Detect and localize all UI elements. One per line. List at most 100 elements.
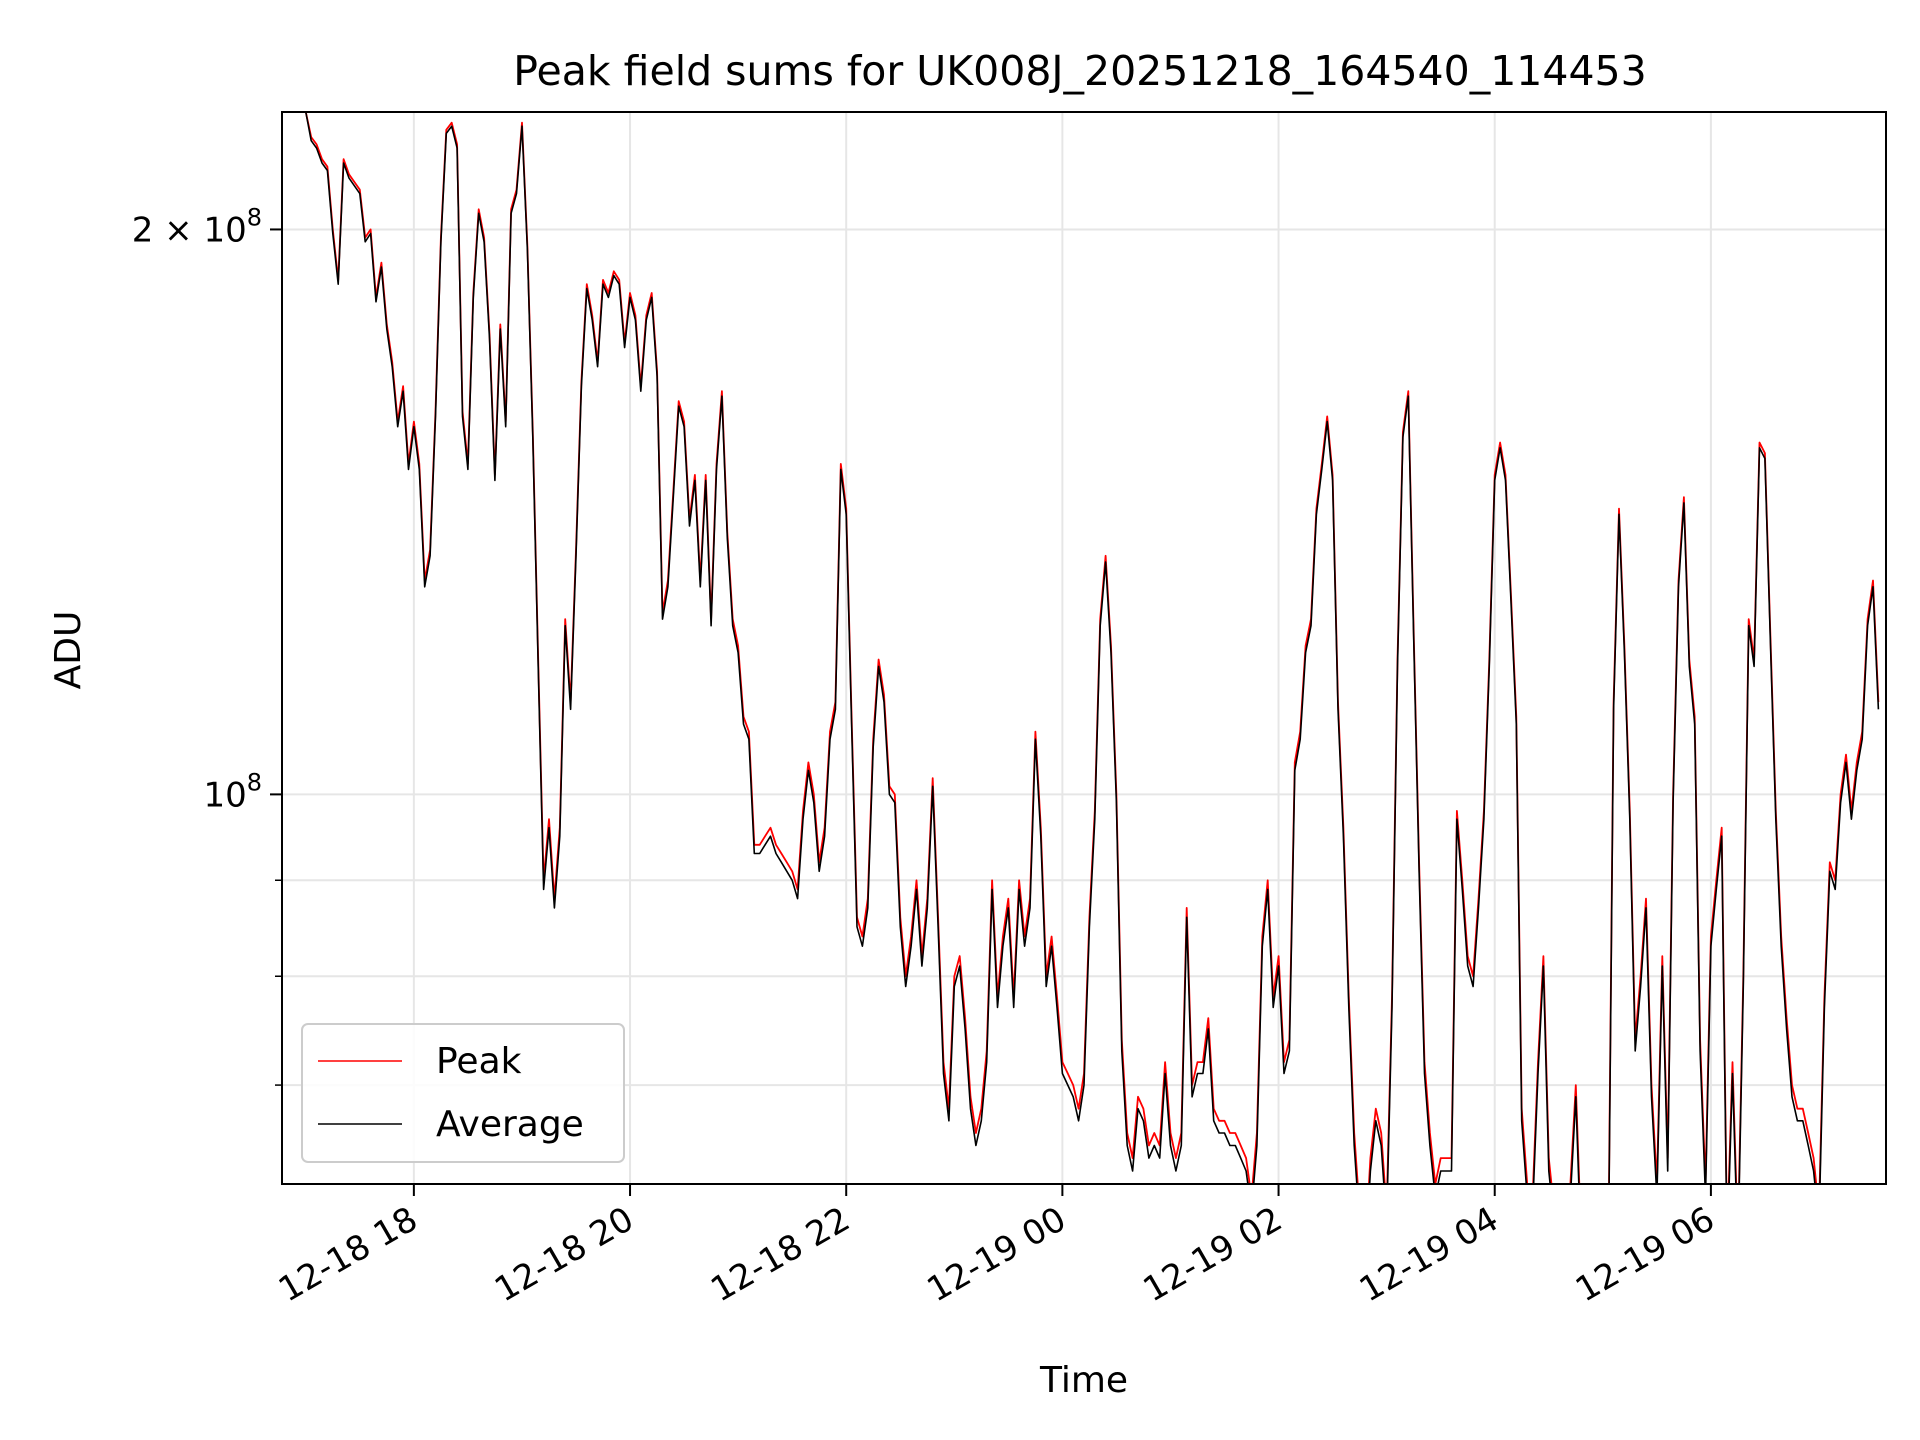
data-point-average-207 <box>1418 871 1420 873</box>
data-point-peak-59 <box>618 279 620 281</box>
data-point-average-250 <box>1651 1096 1653 1098</box>
data-point-average-290 <box>1867 625 1869 627</box>
data-point-average-108 <box>883 701 885 703</box>
data-point-average-169 <box>1213 1120 1215 1122</box>
data-point-average-52 <box>581 385 583 387</box>
data-point-average-226 <box>1521 1120 1523 1122</box>
data-point-average-106 <box>872 746 874 748</box>
data-point-average-14 <box>375 301 377 303</box>
data-point-average-164 <box>1186 917 1188 919</box>
data-point-peak-10 <box>354 181 356 183</box>
data-point-average-110 <box>894 802 896 804</box>
data-point-peak-19 <box>402 385 404 387</box>
data-point-average-153 <box>1126 1145 1128 1147</box>
data-point-average-57 <box>608 297 610 299</box>
data-point-peak-271 <box>1764 452 1766 454</box>
data-point-average-9 <box>348 177 350 179</box>
data-point-average-192 <box>1337 709 1339 711</box>
data-point-average-111 <box>900 926 902 928</box>
data-point-average-87 <box>770 835 772 837</box>
data-point-peak-11 <box>359 189 361 191</box>
data-point-average-209 <box>1429 1145 1431 1147</box>
data-point-average-75 <box>705 480 707 482</box>
data-point-peak-139 <box>1051 936 1053 938</box>
data-point-average-165 <box>1191 1096 1193 1098</box>
data-point-average-123 <box>964 1028 966 1030</box>
data-point-peak-181 <box>1278 955 1280 957</box>
data-point-average-184 <box>1294 770 1296 772</box>
data-point-peak-75 <box>705 474 707 476</box>
data-point-average-134 <box>1024 945 1026 947</box>
data-point-average-114 <box>916 889 918 891</box>
data-point-average-159 <box>1159 1157 1161 1159</box>
data-point-average-289 <box>1861 738 1863 740</box>
data-point-average-56 <box>602 283 604 285</box>
data-point-average-291 <box>1872 586 1874 588</box>
data-point-average-50 <box>570 709 572 711</box>
data-point-peak-162 <box>1175 1157 1177 1159</box>
data-point-peak-122 <box>959 955 961 957</box>
data-point-average-189 <box>1321 469 1323 471</box>
y-tick-label-0: 108 <box>203 768 262 815</box>
data-point-average-77 <box>716 469 718 471</box>
data-point-average-161 <box>1170 1145 1172 1147</box>
data-point-average-98 <box>829 738 831 740</box>
data-point-average-90 <box>786 871 788 873</box>
data-point-average-10 <box>354 185 356 187</box>
data-point-peak-214 <box>1456 810 1458 812</box>
data-point-average-220 <box>1489 666 1491 668</box>
data-point-average-148 <box>1099 625 1101 627</box>
data-point-average-152 <box>1121 1050 1123 1052</box>
data-point-average-149 <box>1105 561 1107 563</box>
data-point-average-113 <box>910 945 912 947</box>
data-point-average-217 <box>1472 986 1474 988</box>
data-point-peak-114 <box>916 880 918 882</box>
data-point-peak-94 <box>808 762 810 764</box>
data-point-average-223 <box>1505 480 1507 482</box>
data-point-average-104 <box>862 945 864 947</box>
data-point-peak-265 <box>1732 1061 1734 1063</box>
data-point-peak-280 <box>1813 1157 1815 1159</box>
data-point-average-55 <box>597 366 599 368</box>
data-point-average-231 <box>1548 1170 1550 1172</box>
data-point-peak-70 <box>678 400 680 402</box>
data-point-average-144 <box>1078 1120 1080 1122</box>
data-point-peak-222 <box>1499 442 1501 444</box>
data-point-average-286 <box>1845 762 1847 764</box>
data-point-average-288 <box>1856 770 1858 772</box>
data-point-average-45 <box>543 889 545 891</box>
data-point-average-132 <box>1013 1007 1015 1009</box>
data-point-average-265 <box>1732 1073 1734 1075</box>
data-point-average-249 <box>1645 907 1647 909</box>
data-point-peak-46 <box>548 818 550 820</box>
data-point-average-19 <box>402 390 404 392</box>
data-point-peak-244 <box>1618 508 1620 510</box>
data-point-peak-156 <box>1143 1108 1145 1110</box>
data-point-average-182 <box>1283 1073 1285 1075</box>
data-point-average-198 <box>1370 1170 1372 1172</box>
data-point-average-97 <box>824 835 826 837</box>
data-point-average-76 <box>710 625 712 627</box>
data-point-peak-91 <box>791 871 793 873</box>
data-point-average-257 <box>1689 666 1691 668</box>
series-layer <box>295 112 1880 1184</box>
data-point-average-60 <box>624 347 626 349</box>
data-point-average-93 <box>802 818 804 820</box>
data-point-average-117 <box>932 786 934 788</box>
data-point-average-62 <box>635 319 637 321</box>
data-point-average-137 <box>1040 835 1042 837</box>
data-point-peak-136 <box>1035 731 1037 733</box>
data-point-peak-205 <box>1408 390 1410 392</box>
data-point-average-185 <box>1299 738 1301 740</box>
data-point-average-64 <box>646 319 648 321</box>
data-point-average-70 <box>678 405 680 407</box>
data-point-average-200 <box>1380 1145 1382 1147</box>
data-point-average-127 <box>986 1061 988 1063</box>
data-point-average-285 <box>1840 802 1842 804</box>
plot-frame <box>281 111 1887 1185</box>
data-point-average-51 <box>575 555 577 557</box>
data-point-average-271 <box>1764 458 1766 460</box>
data-point-average-29 <box>456 147 458 149</box>
data-point-average-244 <box>1618 514 1620 516</box>
